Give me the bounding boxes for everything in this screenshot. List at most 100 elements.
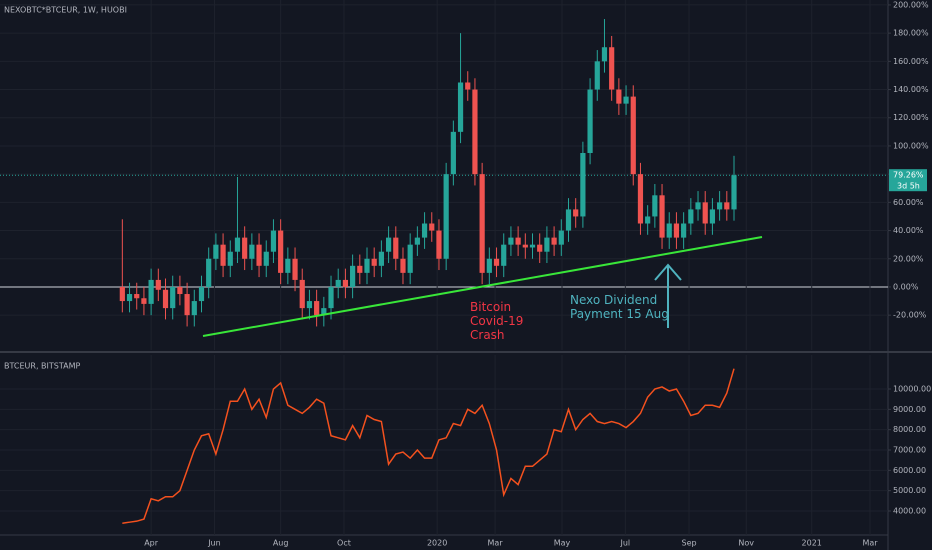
- candle-body: [378, 251, 384, 266]
- x-tick-label: Aug: [273, 539, 289, 548]
- y-tick-label: 4000.00: [893, 507, 926, 516]
- y-tick-label: 10000.00: [893, 384, 931, 393]
- y-tick-label: 0.00%: [893, 282, 919, 291]
- y-tick-label: 20.00%: [893, 254, 924, 263]
- x-tick-label: Jun: [207, 539, 221, 548]
- candle-body: [465, 82, 471, 90]
- candle-body: [335, 279, 341, 287]
- candle-body: [191, 301, 197, 316]
- y-tick-label: 120.00%: [893, 113, 929, 122]
- candle-body: [213, 244, 219, 259]
- candle-body: [623, 96, 629, 104]
- candle-body: [371, 258, 377, 266]
- candle-body: [501, 244, 507, 266]
- candle-body: [637, 174, 644, 224]
- y-tick-label: -20.00%: [893, 311, 927, 320]
- candle-body: [472, 89, 478, 175]
- x-tick-label: Nov: [738, 539, 754, 548]
- y-tick-label: 180.00%: [893, 29, 929, 38]
- candle-body: [457, 82, 464, 132]
- last-price-tag: [889, 169, 927, 192]
- candle-body: [688, 209, 694, 224]
- trend-line: [202, 236, 763, 337]
- main-title: NEXOBTC*BTCEUR, 1W, HUOBI: [4, 6, 127, 15]
- candle-body: [630, 96, 636, 175]
- candle-body: [263, 251, 269, 266]
- candle-body: [119, 286, 125, 302]
- candle-body: [126, 294, 133, 302]
- candle-body: [616, 89, 622, 104]
- grid: [0, 0, 888, 535]
- candle-body: [393, 237, 399, 259]
- candle-body: [645, 216, 651, 224]
- annotation: Bitcoin Covid-19 Crash: [470, 300, 523, 342]
- annotation: Nexo Dividend Payment 15 Aug: [570, 293, 669, 321]
- y-tick-label: 8000.00: [893, 425, 926, 434]
- y-tick-label: 7000.00: [893, 446, 926, 455]
- candle-body: [479, 174, 485, 273]
- candle-body: [508, 237, 514, 245]
- candle-body: [249, 244, 255, 259]
- x-tick-label: Mar: [862, 539, 878, 548]
- candle-body: [321, 308, 327, 316]
- y-tick-label: 5000.00: [893, 486, 926, 495]
- candle-body: [364, 258, 370, 273]
- x-tick-label: Jul: [620, 539, 631, 548]
- candle-body: [673, 223, 680, 238]
- y-tick-label: 6000.00: [893, 466, 926, 475]
- candle-body: [299, 279, 305, 309]
- candle-body: [170, 286, 176, 309]
- candle-body: [551, 237, 557, 245]
- candle-body: [162, 289, 169, 309]
- candle-body: [206, 258, 212, 287]
- y-tick-label: 9000.00: [893, 405, 926, 414]
- x-tick-label: 2020: [427, 539, 447, 548]
- annotation-line: Crash: [470, 328, 505, 342]
- candle-body: [184, 294, 190, 316]
- candle-body: [242, 237, 248, 259]
- candle-body: [565, 209, 572, 231]
- candle-body: [328, 286, 334, 309]
- labels: -20.00%0.00%20.00%40.00%60.00%80.00%100.…: [144, 0, 931, 547]
- candle-body: [666, 223, 672, 238]
- annotation-line: Bitcoin: [470, 300, 511, 314]
- candle-body: [724, 202, 730, 210]
- candle-body: [709, 209, 716, 224]
- candle-body: [493, 258, 500, 266]
- candle-body: [220, 244, 226, 266]
- candle-body: [155, 279, 161, 290]
- candle-body: [414, 237, 420, 245]
- candle-body: [407, 244, 413, 273]
- candle-body: [601, 47, 608, 62]
- candle-body: [573, 209, 579, 217]
- countdown-label: 3d 5h: [897, 182, 920, 191]
- candle-body: [695, 202, 701, 210]
- candle-body: [717, 202, 723, 210]
- x-tick-label: 2021: [802, 539, 822, 548]
- candle-body: [529, 244, 536, 248]
- candle-body: [515, 237, 521, 245]
- candle-body: [357, 265, 363, 273]
- last-price-label: 79.26%: [893, 171, 924, 180]
- candle-body: [450, 131, 456, 175]
- candle-body: [652, 195, 658, 217]
- x-tick-label: May: [554, 539, 571, 548]
- sub-title: BTCEUR, BITSTAMP: [4, 362, 81, 371]
- candle-body: [537, 244, 543, 252]
- candle-body: [522, 244, 528, 248]
- candle-body: [594, 61, 600, 90]
- candle-body: [436, 230, 442, 259]
- y-tick-label: 100.00%: [893, 141, 929, 150]
- y-tick-label: 60.00%: [893, 198, 924, 207]
- candle-body: [306, 301, 313, 309]
- candle-body: [342, 279, 349, 287]
- marks: [119, 19, 737, 524]
- x-tick-label: Sep: [681, 539, 696, 548]
- y-tick-label: 200.00%: [893, 0, 929, 9]
- x-tick-label: Oct: [337, 539, 351, 548]
- candle-body: [443, 174, 449, 259]
- candle-body: [486, 258, 492, 273]
- annotation-line: Covid-19: [470, 314, 523, 328]
- candle-body: [659, 195, 665, 238]
